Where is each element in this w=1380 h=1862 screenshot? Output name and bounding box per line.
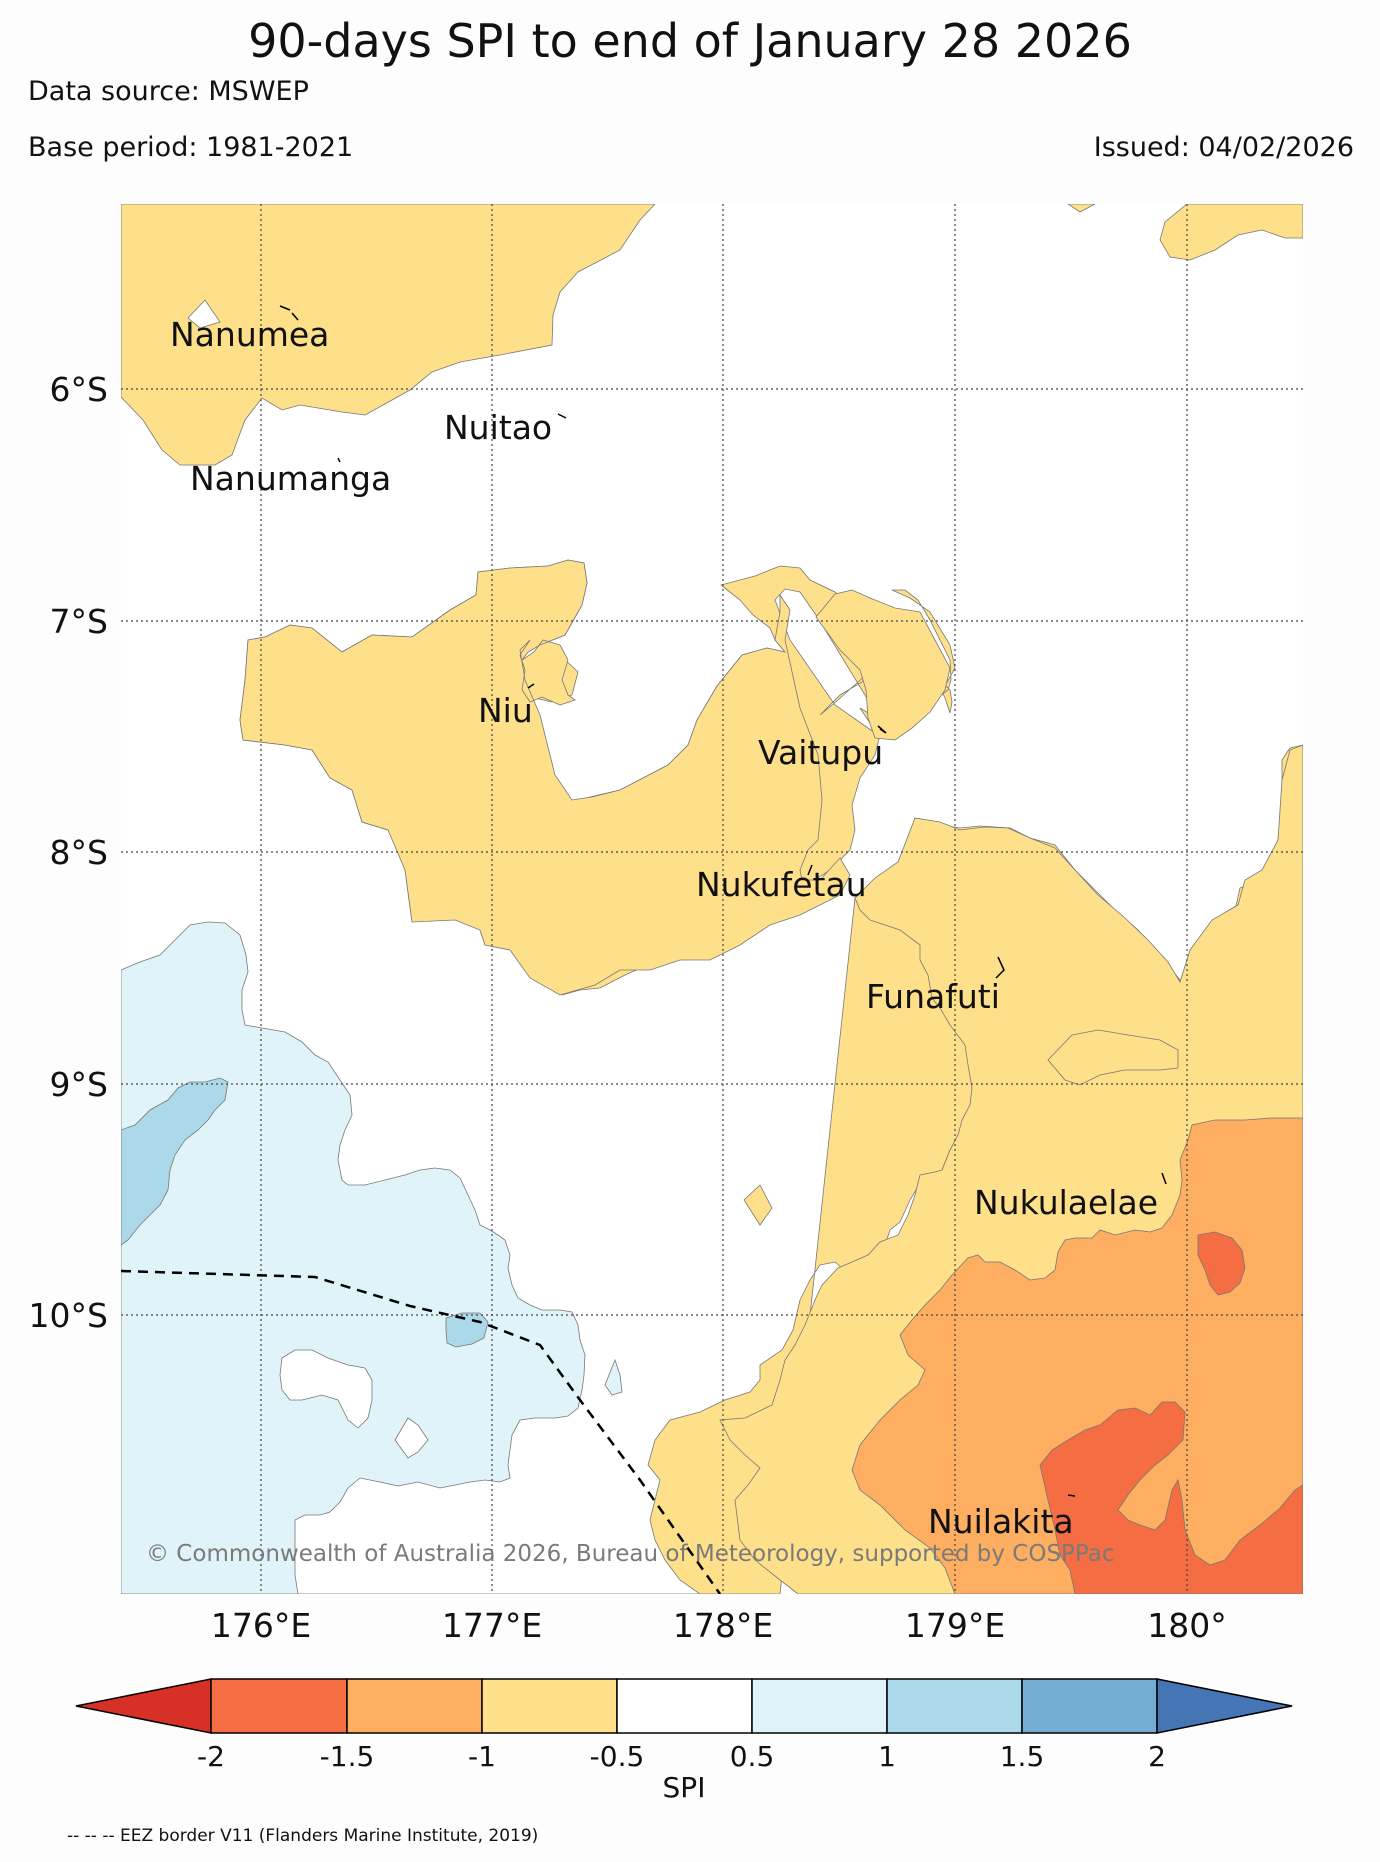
spi-colorbar: -2 -1.5 -1 -0.5 0.5 1 1.5 2 SPI <box>75 1678 1293 1804</box>
contour-moderately-dry <box>851 1117 1303 1594</box>
colorbar-bin-m15-m1 <box>346 1678 483 1734</box>
copyright-notice: © Commonwealth of Australia 2026, Bureau… <box>146 1541 1115 1567</box>
contour-dry-vaitupu <box>815 589 951 741</box>
base-period-label: Base period: 1981-2021 <box>28 132 354 163</box>
lon-label-176e: 176°E <box>211 1606 311 1645</box>
contour-dry-north <box>121 204 656 466</box>
lon-label-177e: 177°E <box>442 1606 542 1645</box>
contour-neutral-hole-2 <box>394 1417 429 1459</box>
lat-label-8s: 8°S <box>50 833 108 872</box>
lon-label-178e: 178°E <box>673 1606 773 1645</box>
contour-dry-niu <box>239 559 851 996</box>
contour-neutral-hole-1 <box>279 1349 373 1429</box>
contour-very-dry-east <box>1197 1231 1246 1296</box>
lon-label-179e: 179°E <box>905 1606 1005 1645</box>
colorbar-tick-label: 1 <box>878 1740 896 1773</box>
place-label-vaitupu: Vaitupu <box>758 733 883 772</box>
colorbar-bin-1-15 <box>886 1678 1023 1734</box>
issued-date-label: Issued: 04/02/2026 <box>1093 132 1354 163</box>
contour-wet-west <box>121 921 586 1594</box>
map-title: 90-days SPI to end of January 28 2026 <box>248 14 1132 68</box>
colorbar-title: SPI <box>663 1771 706 1804</box>
colorbar-tick-label: 0.5 <box>730 1740 775 1773</box>
place-label-niu: Niu <box>478 691 533 730</box>
contour-wet-moderate-1 <box>121 1077 229 1246</box>
colorbar-tick-label: -1 <box>468 1740 496 1773</box>
colorbar-bin-15-2 <box>1021 1678 1158 1734</box>
contour-neutral-hole-3 <box>604 1358 623 1396</box>
lat-label-7s: 7°S <box>50 602 108 641</box>
island-marks <box>279 305 1167 1497</box>
lat-label-10s: 10°S <box>29 1296 108 1335</box>
contour-dry-islet <box>743 1184 773 1226</box>
place-label-nukulaelae: Nukulaelae <box>974 1183 1158 1222</box>
colorbar-bin-m2-m15 <box>210 1678 348 1734</box>
place-label-nuilakita: Nuilakita <box>928 1502 1074 1541</box>
place-label-nanumanga: Nanumanga <box>190 459 391 498</box>
colorbar-bin-05-1 <box>751 1678 888 1734</box>
lat-label-6s: 6°S <box>50 370 108 409</box>
contour-very-dry-south <box>1039 1401 1303 1594</box>
data-source-label: Data source: MSWEP <box>28 76 309 107</box>
eez-footnote: -- -- -- EEZ border V11 (Flanders Marine… <box>67 1826 539 1846</box>
place-label-nukufetau: Nukufetau <box>696 865 867 904</box>
colorbar-tick-label: -1.5 <box>320 1740 375 1773</box>
colorbar-tick-label: 1.5 <box>1000 1740 1045 1773</box>
lat-label-9s: 9°S <box>50 1065 108 1104</box>
eez-border-line <box>121 1269 722 1594</box>
spi-contours: Nanumea Nuitao Nanumanga Niu Vaitupu Nuk… <box>121 204 1303 1594</box>
graticule <box>121 204 1303 1594</box>
place-label-nanumea: Nanumea <box>170 315 329 354</box>
colorbar-tick-label: -0.5 <box>590 1740 645 1773</box>
place-label-nuitao: Nuitao <box>444 408 552 447</box>
colorbar-bin-m05-05 <box>616 1678 753 1734</box>
colorbar-extend-high <box>1156 1678 1293 1734</box>
lon-label-180: 180° <box>1147 1606 1227 1645</box>
colorbar-tick-label: 2 <box>1148 1740 1166 1773</box>
place-label-funafuti: Funafuti <box>866 977 1000 1016</box>
colorbar-bin-m1-m05 <box>481 1678 618 1734</box>
contour-dry-top-right <box>1067 204 1303 261</box>
colorbar-tick-label: -2 <box>197 1740 225 1773</box>
colorbar-extend-low <box>75 1678 212 1734</box>
